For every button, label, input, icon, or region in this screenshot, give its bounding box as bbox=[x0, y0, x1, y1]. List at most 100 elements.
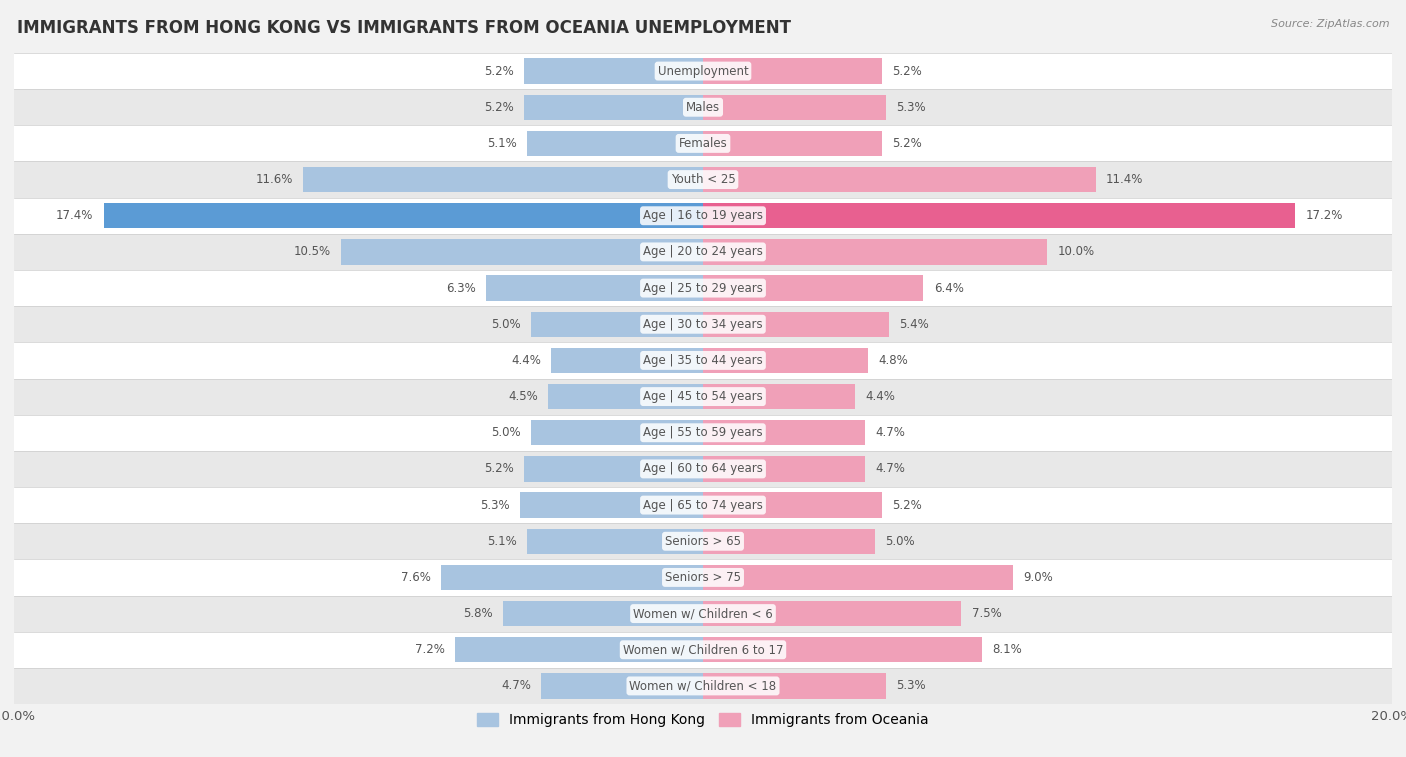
Text: IMMIGRANTS FROM HONG KONG VS IMMIGRANTS FROM OCEANIA UNEMPLOYMENT: IMMIGRANTS FROM HONG KONG VS IMMIGRANTS … bbox=[17, 19, 790, 37]
Text: Age | 60 to 64 years: Age | 60 to 64 years bbox=[643, 463, 763, 475]
Bar bbox=[703, 276, 924, 301]
FancyBboxPatch shape bbox=[14, 342, 1392, 378]
Text: Women w/ Children < 6: Women w/ Children < 6 bbox=[633, 607, 773, 620]
Bar bbox=[541, 673, 703, 699]
Bar bbox=[503, 601, 703, 626]
Text: 5.2%: 5.2% bbox=[893, 137, 922, 150]
Bar bbox=[703, 95, 886, 120]
Bar bbox=[441, 565, 703, 590]
Text: 11.4%: 11.4% bbox=[1107, 173, 1143, 186]
Text: 7.6%: 7.6% bbox=[401, 571, 430, 584]
Bar bbox=[703, 456, 865, 481]
Text: 4.7%: 4.7% bbox=[501, 680, 531, 693]
Text: 5.3%: 5.3% bbox=[481, 499, 510, 512]
Text: 5.2%: 5.2% bbox=[484, 101, 513, 114]
FancyBboxPatch shape bbox=[14, 306, 1392, 342]
Text: Age | 35 to 44 years: Age | 35 to 44 years bbox=[643, 354, 763, 367]
Text: 17.4%: 17.4% bbox=[56, 209, 93, 223]
Bar bbox=[304, 167, 703, 192]
Bar bbox=[527, 131, 703, 156]
Text: 4.8%: 4.8% bbox=[879, 354, 908, 367]
Text: Youth < 25: Youth < 25 bbox=[671, 173, 735, 186]
FancyBboxPatch shape bbox=[14, 523, 1392, 559]
Text: Women w/ Children 6 to 17: Women w/ Children 6 to 17 bbox=[623, 643, 783, 656]
Text: Females: Females bbox=[679, 137, 727, 150]
FancyBboxPatch shape bbox=[14, 270, 1392, 306]
FancyBboxPatch shape bbox=[14, 487, 1392, 523]
Text: Unemployment: Unemployment bbox=[658, 64, 748, 77]
Text: 5.0%: 5.0% bbox=[491, 426, 520, 439]
Bar bbox=[703, 203, 1295, 229]
Text: 4.4%: 4.4% bbox=[865, 390, 894, 403]
FancyBboxPatch shape bbox=[14, 53, 1392, 89]
Text: 5.4%: 5.4% bbox=[900, 318, 929, 331]
Bar bbox=[703, 637, 981, 662]
Bar bbox=[531, 312, 703, 337]
Bar bbox=[703, 347, 869, 373]
Text: 5.1%: 5.1% bbox=[488, 534, 517, 548]
Bar bbox=[548, 384, 703, 410]
Bar bbox=[486, 276, 703, 301]
Bar bbox=[551, 347, 703, 373]
FancyBboxPatch shape bbox=[14, 451, 1392, 487]
Text: 5.2%: 5.2% bbox=[893, 64, 922, 77]
Text: Age | 25 to 29 years: Age | 25 to 29 years bbox=[643, 282, 763, 294]
Text: 5.8%: 5.8% bbox=[463, 607, 494, 620]
FancyBboxPatch shape bbox=[14, 198, 1392, 234]
Bar bbox=[703, 384, 855, 410]
FancyBboxPatch shape bbox=[14, 631, 1392, 668]
Text: 4.7%: 4.7% bbox=[875, 463, 905, 475]
FancyBboxPatch shape bbox=[14, 415, 1392, 451]
Bar bbox=[703, 58, 882, 84]
Text: 5.0%: 5.0% bbox=[491, 318, 520, 331]
Bar bbox=[703, 312, 889, 337]
Bar bbox=[524, 456, 703, 481]
Bar bbox=[524, 95, 703, 120]
Text: 6.3%: 6.3% bbox=[446, 282, 475, 294]
Bar bbox=[703, 493, 882, 518]
FancyBboxPatch shape bbox=[14, 596, 1392, 631]
Text: Age | 45 to 54 years: Age | 45 to 54 years bbox=[643, 390, 763, 403]
Text: 5.2%: 5.2% bbox=[484, 463, 513, 475]
Text: Males: Males bbox=[686, 101, 720, 114]
FancyBboxPatch shape bbox=[14, 161, 1392, 198]
Text: 8.1%: 8.1% bbox=[993, 643, 1022, 656]
Text: 5.0%: 5.0% bbox=[886, 534, 915, 548]
Bar bbox=[342, 239, 703, 265]
Text: Age | 65 to 74 years: Age | 65 to 74 years bbox=[643, 499, 763, 512]
Bar bbox=[703, 673, 886, 699]
Text: 11.6%: 11.6% bbox=[256, 173, 292, 186]
Text: 7.5%: 7.5% bbox=[972, 607, 1001, 620]
Text: 4.7%: 4.7% bbox=[875, 426, 905, 439]
FancyBboxPatch shape bbox=[14, 89, 1392, 126]
Bar bbox=[703, 239, 1047, 265]
Text: 17.2%: 17.2% bbox=[1306, 209, 1343, 223]
Text: 5.1%: 5.1% bbox=[488, 137, 517, 150]
Text: 5.2%: 5.2% bbox=[893, 499, 922, 512]
Text: Source: ZipAtlas.com: Source: ZipAtlas.com bbox=[1271, 19, 1389, 29]
Text: Age | 30 to 34 years: Age | 30 to 34 years bbox=[643, 318, 763, 331]
Bar bbox=[703, 565, 1012, 590]
FancyBboxPatch shape bbox=[14, 668, 1392, 704]
Text: 6.4%: 6.4% bbox=[934, 282, 963, 294]
Bar bbox=[703, 601, 962, 626]
Text: 10.5%: 10.5% bbox=[294, 245, 330, 258]
Bar bbox=[531, 420, 703, 445]
FancyBboxPatch shape bbox=[14, 234, 1392, 270]
Text: Age | 20 to 24 years: Age | 20 to 24 years bbox=[643, 245, 763, 258]
Bar bbox=[524, 58, 703, 84]
FancyBboxPatch shape bbox=[14, 378, 1392, 415]
Text: 4.4%: 4.4% bbox=[512, 354, 541, 367]
Bar bbox=[104, 203, 703, 229]
Text: 9.0%: 9.0% bbox=[1024, 571, 1053, 584]
Bar bbox=[520, 493, 703, 518]
Text: 4.5%: 4.5% bbox=[508, 390, 537, 403]
Text: 5.3%: 5.3% bbox=[896, 680, 925, 693]
Legend: Immigrants from Hong Kong, Immigrants from Oceania: Immigrants from Hong Kong, Immigrants fr… bbox=[472, 708, 934, 733]
Text: Women w/ Children < 18: Women w/ Children < 18 bbox=[630, 680, 776, 693]
FancyBboxPatch shape bbox=[14, 559, 1392, 596]
Bar bbox=[703, 420, 865, 445]
Text: 5.2%: 5.2% bbox=[484, 64, 513, 77]
Bar bbox=[456, 637, 703, 662]
FancyBboxPatch shape bbox=[14, 126, 1392, 161]
